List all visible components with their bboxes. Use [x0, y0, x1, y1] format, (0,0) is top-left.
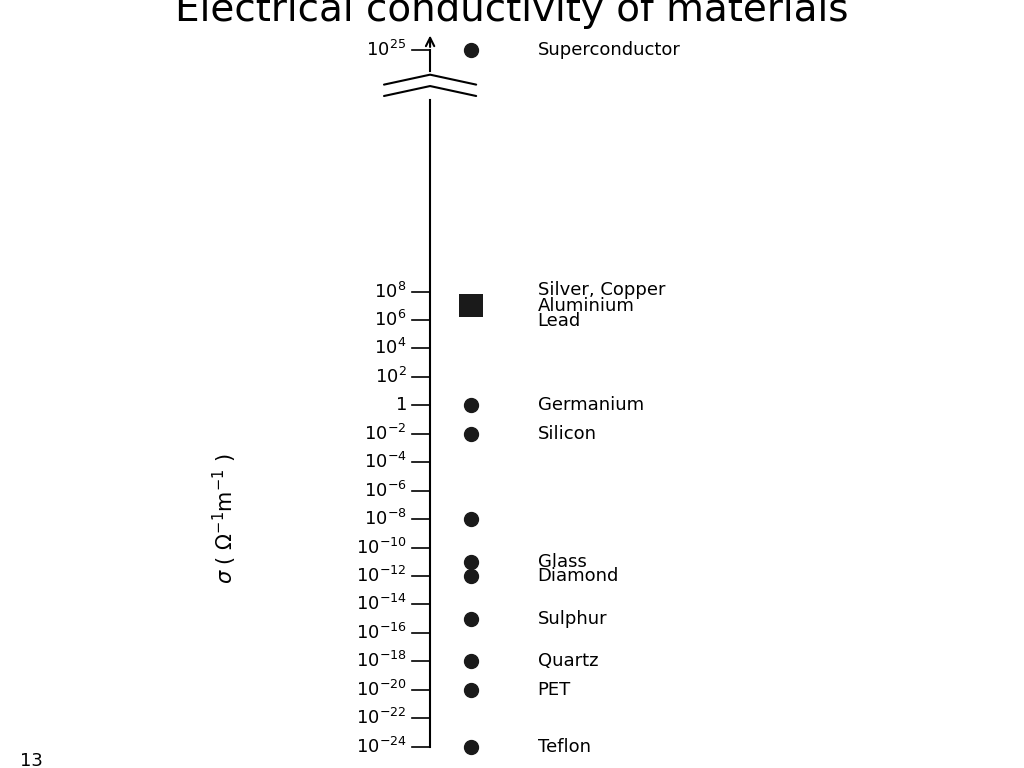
Text: $10^{-18}$: $10^{-18}$ [355, 651, 407, 671]
Point [463, 428, 479, 440]
Text: Quartz: Quartz [538, 652, 598, 670]
Text: $10^{4}$: $10^{4}$ [374, 339, 407, 359]
Text: Glass: Glass [538, 553, 587, 571]
Text: $10^{25}$: $10^{25}$ [367, 40, 407, 60]
Text: Teflon: Teflon [538, 738, 591, 756]
Text: $10^{-22}$: $10^{-22}$ [356, 708, 407, 728]
Text: PET: PET [538, 680, 570, 699]
Text: $10^{6}$: $10^{6}$ [374, 310, 407, 330]
Text: Aluminium: Aluminium [538, 296, 635, 315]
Text: Diamond: Diamond [538, 567, 618, 585]
Text: $10^{-10}$: $10^{-10}$ [355, 538, 407, 558]
Point [463, 399, 479, 412]
Text: Electrical conductivity of materials: Electrical conductivity of materials [175, 0, 849, 29]
Text: Lead: Lead [538, 313, 581, 330]
Text: Superconductor: Superconductor [538, 41, 681, 59]
Text: Sulphur: Sulphur [538, 610, 607, 627]
Point [463, 513, 479, 525]
Text: $10^{-24}$: $10^{-24}$ [355, 737, 407, 756]
Point [463, 555, 479, 568]
Text: $10^{8}$: $10^{8}$ [374, 282, 407, 302]
Text: Germanium: Germanium [538, 396, 644, 414]
Text: $10^{2}$: $10^{2}$ [375, 367, 407, 387]
Text: Silver, Copper: Silver, Copper [538, 281, 666, 299]
Text: $10^{-4}$: $10^{-4}$ [364, 452, 407, 472]
Text: $10^{-20}$: $10^{-20}$ [355, 680, 407, 700]
Bar [459, 294, 483, 317]
Text: $10^{-2}$: $10^{-2}$ [365, 424, 407, 444]
Text: $10^{-16}$: $10^{-16}$ [355, 623, 407, 643]
Text: $10^{-8}$: $10^{-8}$ [364, 509, 407, 529]
Point [463, 684, 479, 696]
Point [463, 655, 479, 667]
Point [463, 740, 479, 753]
Text: $\sigma$ ( $\Omega^{-1}$m$^{-1}$ ): $\sigma$ ( $\Omega^{-1}$m$^{-1}$ ) [211, 454, 240, 584]
Text: 13: 13 [20, 752, 43, 768]
Point [463, 44, 479, 56]
Point [463, 570, 479, 582]
Text: $10^{-14}$: $10^{-14}$ [355, 594, 407, 614]
Point [463, 613, 479, 625]
Text: $10^{-6}$: $10^{-6}$ [364, 481, 407, 501]
Text: $1$: $1$ [395, 396, 407, 414]
Text: Silicon: Silicon [538, 425, 597, 443]
Text: $10^{-12}$: $10^{-12}$ [356, 566, 407, 586]
